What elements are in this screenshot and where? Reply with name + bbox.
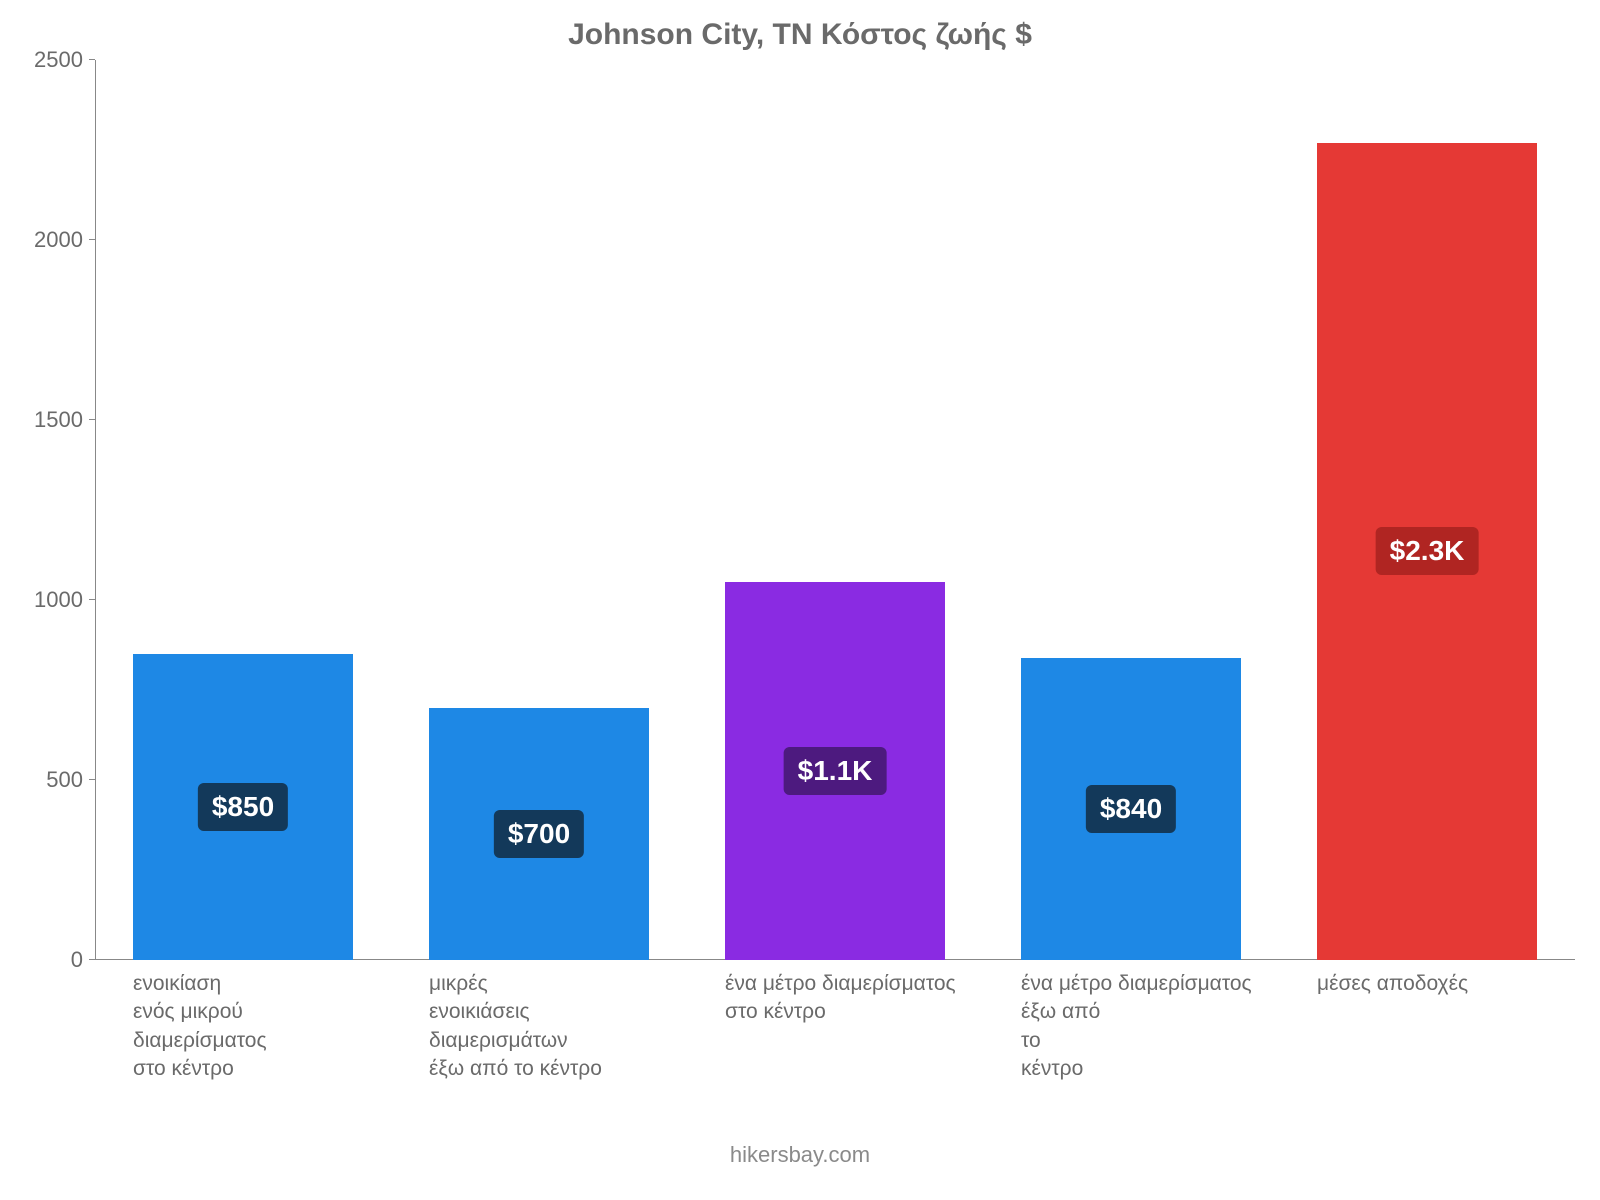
y-axis xyxy=(95,60,96,960)
plot-area: 05001000150020002500 $850$700$1.1K$840$2… xyxy=(95,60,1575,960)
y-tick-label: 500 xyxy=(15,767,95,793)
y-tick-label: 2000 xyxy=(15,227,95,253)
chart-title: Johnson City, TN Κόστος ζωής $ xyxy=(0,18,1600,52)
bar: $1.1K xyxy=(725,582,945,960)
bar-value-label: $1.1K xyxy=(784,747,887,795)
bar: $850 xyxy=(133,654,353,960)
x-tick-label: ένα μέτρο διαμερίσματοςστο κέντρο xyxy=(725,970,985,1027)
bar: $2.3K xyxy=(1317,143,1537,960)
bar-value-label: $840 xyxy=(1086,785,1176,833)
x-tick-label: ενοικίασηενός μικρούδιαμερίσματοςστο κέν… xyxy=(133,970,393,1083)
y-tick-label: 2500 xyxy=(15,47,95,73)
y-tick-mark xyxy=(89,59,95,60)
y-tick-mark xyxy=(89,959,95,960)
bar-value-label: $2.3K xyxy=(1376,527,1479,575)
y-tick-label: 0 xyxy=(15,947,95,973)
y-tick-label: 1000 xyxy=(15,587,95,613)
bar: $840 xyxy=(1021,658,1241,960)
bar-value-label: $850 xyxy=(198,783,288,831)
bar: $700 xyxy=(429,708,649,960)
y-tick-mark xyxy=(89,239,95,240)
y-tick-label: 1500 xyxy=(15,407,95,433)
x-tick-label: ένα μέτρο διαμερίσματοςέξω απότοκέντρο xyxy=(1021,970,1281,1083)
x-tick-label: μικρέςενοικιάσειςδιαμερισμάτωνέξω από το… xyxy=(429,970,689,1083)
x-tick-label: μέσες αποδοχές xyxy=(1317,970,1577,998)
footer-credit: hikersbay.com xyxy=(0,1142,1600,1168)
y-tick-mark xyxy=(89,419,95,420)
y-tick-mark xyxy=(89,779,95,780)
y-tick-mark xyxy=(89,599,95,600)
bar-value-label: $700 xyxy=(494,810,584,858)
